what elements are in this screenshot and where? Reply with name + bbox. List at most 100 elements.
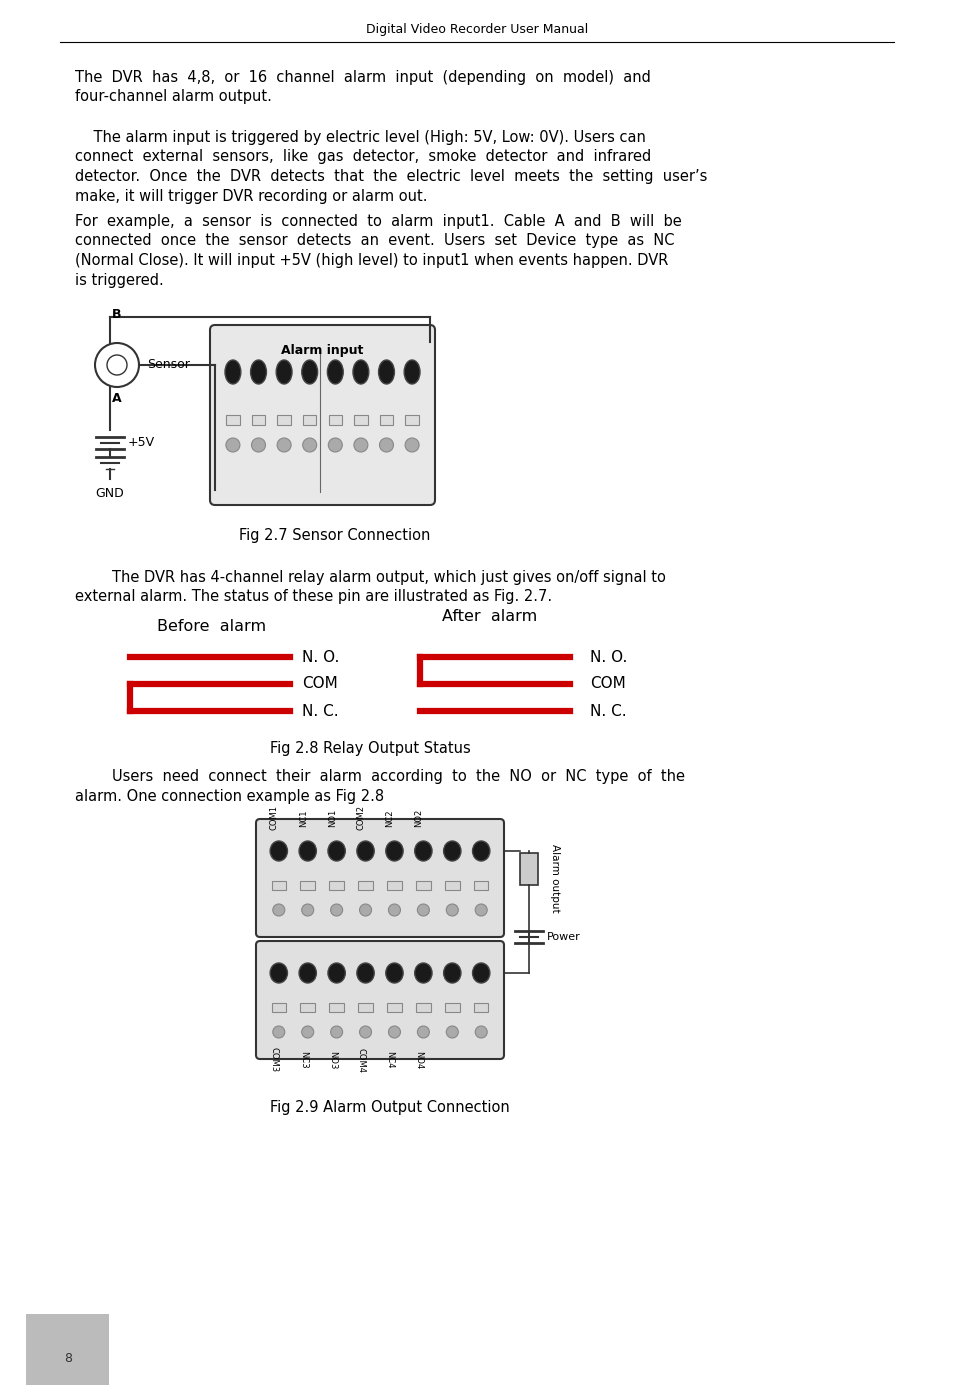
Circle shape [302,438,316,452]
Bar [405,416,418,425]
Text: After  alarm: After alarm [442,609,537,625]
Bar [358,881,373,889]
Ellipse shape [443,963,460,983]
Text: COM1: COM1 [270,806,278,831]
Ellipse shape [275,360,292,384]
Text: N. O.: N. O. [302,650,339,665]
Text: NO1: NO1 [327,809,336,827]
Text: NO4: NO4 [414,1051,423,1069]
Ellipse shape [301,360,317,384]
Ellipse shape [356,841,374,861]
Circle shape [446,1026,457,1037]
Bar [358,1003,373,1011]
Circle shape [416,1026,429,1037]
Text: external alarm. The status of these pin are illustrated as Fig. 2.7.: external alarm. The status of these pin … [75,590,552,604]
Circle shape [276,438,291,452]
Circle shape [273,1026,285,1037]
Text: +5V: +5V [128,436,155,450]
Ellipse shape [443,841,460,861]
Text: Sensor: Sensor [147,359,190,371]
Circle shape [446,904,457,915]
Text: COM4: COM4 [356,1047,365,1072]
Text: Power: Power [546,932,580,942]
Circle shape [301,1026,314,1037]
Bar [303,416,316,425]
Text: Digital Video Recorder User Manual: Digital Video Recorder User Manual [366,24,587,36]
Circle shape [475,904,487,915]
Ellipse shape [356,963,374,983]
Text: NC2: NC2 [385,809,394,827]
Bar [354,416,367,425]
Ellipse shape [270,963,287,983]
Bar [277,416,291,425]
Text: COM: COM [302,676,337,691]
Circle shape [331,904,342,915]
Text: Alarm output: Alarm output [550,843,559,913]
Bar [272,881,286,889]
Text: NC1: NC1 [298,809,308,827]
Text: (Normal Close). It will input +5V (high level) to input1 when events happen. DVR: (Normal Close). It will input +5V (high … [75,253,668,269]
Bar [328,416,341,425]
Text: Users  need  connect  their  alarm  according  to  the  NO  or  NC  type  of  th: Users need connect their alarm according… [75,769,684,784]
Circle shape [416,904,429,915]
Text: COM2: COM2 [356,806,365,831]
Text: NC3: NC3 [298,1051,308,1069]
Text: Fig 2.8 Relay Output Status: Fig 2.8 Relay Output Status [270,741,470,756]
Ellipse shape [378,360,394,384]
Ellipse shape [328,841,345,861]
Text: four-channel alarm output.: four-channel alarm output. [75,90,272,104]
Text: Before  alarm: Before alarm [157,619,266,634]
Circle shape [252,438,265,452]
Ellipse shape [415,963,432,983]
Text: connected  once  the  sensor  detects  an  event.  Users  set  Device  type  as : connected once the sensor detects an eve… [75,234,674,248]
Circle shape [359,1026,371,1037]
Text: GND: GND [95,488,124,500]
Text: N. C.: N. C. [589,704,626,719]
Circle shape [301,904,314,915]
Text: is triggered.: is triggered. [75,273,164,288]
Bar [300,1003,314,1011]
FancyBboxPatch shape [255,819,503,938]
Ellipse shape [298,963,316,983]
Bar [445,881,459,889]
Ellipse shape [385,841,403,861]
Circle shape [405,438,418,452]
Bar [474,881,488,889]
Ellipse shape [472,963,490,983]
Ellipse shape [328,963,345,983]
Text: The DVR has 4-channel relay alarm output, which just gives on/off signal to: The DVR has 4-channel relay alarm output… [75,571,665,584]
Ellipse shape [251,360,266,384]
Bar [474,1003,488,1011]
Bar [300,881,314,889]
Circle shape [226,438,239,452]
Bar [272,1003,286,1011]
Bar [379,416,393,425]
Text: Fig 2.7 Sensor Connection: Fig 2.7 Sensor Connection [239,528,430,543]
Circle shape [331,1026,342,1037]
Ellipse shape [270,841,287,861]
Bar [416,1003,430,1011]
Circle shape [359,904,371,915]
Text: For  example,  a  sensor  is  connected  to  alarm  input1.  Cable  A  and  B  w: For example, a sensor is connected to al… [75,215,681,229]
Bar [329,881,343,889]
Circle shape [388,1026,400,1037]
Bar [329,1003,343,1011]
FancyBboxPatch shape [255,940,503,1060]
Bar [226,416,239,425]
Ellipse shape [404,360,419,384]
Text: 8: 8 [64,1352,71,1364]
Text: NO2: NO2 [414,809,423,827]
Text: COM: COM [589,676,625,691]
Bar [519,853,537,885]
Ellipse shape [327,360,343,384]
Text: Alarm input: Alarm input [281,343,363,357]
Text: connect  external  sensors,  like  gas  detector,  smoke  detector  and  infrare: connect external sensors, like gas detec… [75,150,651,165]
Bar [387,1003,401,1011]
Text: The alarm input is triggered by electric level (High: 5V, Low: 0V). Users can: The alarm input is triggered by electric… [75,130,645,145]
Ellipse shape [415,841,432,861]
Ellipse shape [225,360,240,384]
Text: N. O.: N. O. [589,650,627,665]
Circle shape [475,1026,487,1037]
Text: NC4: NC4 [385,1051,394,1069]
FancyBboxPatch shape [210,325,435,506]
